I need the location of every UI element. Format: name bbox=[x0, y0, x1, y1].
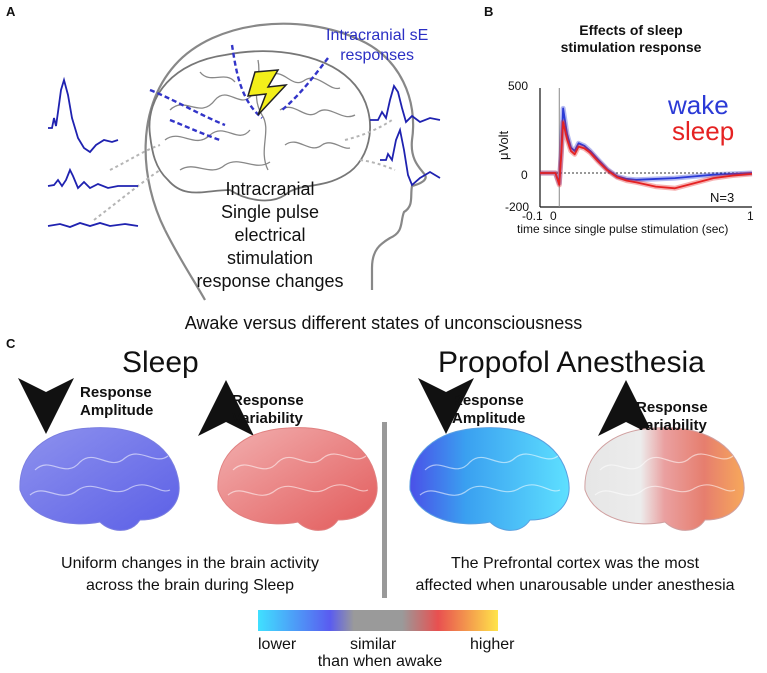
down-arrow-icon-propofol bbox=[418, 378, 474, 434]
panel-b-letter: B bbox=[484, 4, 494, 19]
chart-xlabel: time since single pulse stimulation (sec… bbox=[517, 222, 729, 236]
legend-wake: wake bbox=[668, 90, 729, 120]
y-tick-500: 500 bbox=[508, 79, 529, 93]
up-arrow-icon-sleep bbox=[198, 380, 254, 436]
neck-outline bbox=[164, 229, 206, 301]
x-tick-1: 1 bbox=[747, 209, 754, 223]
colorbar-higher-label: higher bbox=[470, 636, 515, 653]
sleep-var-label: Response Variability bbox=[232, 392, 304, 427]
sleep-caption: Uniform changes in the brain activity ac… bbox=[61, 555, 319, 594]
electrode-lines bbox=[149, 44, 329, 142]
trace-left-1 bbox=[48, 76, 119, 154]
legend-sleep: sleep bbox=[672, 116, 735, 146]
n-label: N=3 bbox=[710, 190, 735, 205]
chart-title: Effects of sleep stimulation response bbox=[560, 22, 702, 55]
brain-propofol-amplitude bbox=[409, 427, 570, 531]
states-heading: Awake versus different states of unconsc… bbox=[184, 313, 583, 333]
brain-sleep-variability bbox=[217, 427, 378, 531]
section-divider bbox=[382, 422, 387, 598]
propofol-title: Propofol Anesthesia bbox=[438, 346, 705, 379]
trace-right-2 bbox=[380, 126, 441, 187]
brain-propofol-variability bbox=[584, 427, 745, 531]
y-tick-0: 0 bbox=[521, 168, 528, 182]
y-tick-minus-200: -200 bbox=[505, 200, 530, 214]
panel-a-caption: Intracranial Single pulse electrical sti… bbox=[196, 179, 344, 291]
brain-outline bbox=[148, 50, 371, 202]
trace-left-2 bbox=[47, 167, 138, 190]
panel-c-letter: C bbox=[6, 336, 16, 351]
propofol-amp-label: Response Amplitude bbox=[452, 392, 526, 427]
x-tick-minus-0-1: -0.1 bbox=[522, 209, 543, 223]
colorbar-similar-label: similar bbox=[350, 636, 397, 653]
sleep-title: Sleep bbox=[122, 346, 199, 379]
sleep-amp-label: Response Amplitude bbox=[80, 384, 154, 419]
guide-lines bbox=[93, 119, 396, 221]
propofol-var-label: Response Variability bbox=[636, 399, 708, 434]
lightning-bolt-icon bbox=[246, 69, 288, 116]
colorbar bbox=[258, 610, 498, 631]
head-outline bbox=[144, 22, 427, 290]
trace-right-1 bbox=[370, 83, 441, 124]
series-line-sleep bbox=[540, 121, 753, 190]
down-arrow-icon-sleep bbox=[18, 378, 74, 434]
colorbar-lower-label: lower bbox=[258, 636, 297, 653]
brain-gyri-texture bbox=[29, 453, 736, 496]
panel-a-letter: A bbox=[6, 4, 16, 19]
brain-sleep-amplitude bbox=[19, 427, 180, 531]
x-tick-0: 0 bbox=[550, 209, 557, 223]
trace-left-3 bbox=[47, 222, 139, 228]
callout-label: Intracranial sE responses bbox=[326, 27, 429, 64]
propofol-caption: The Prefrontal cortex was the most affec… bbox=[415, 555, 735, 594]
eeg-traces bbox=[47, 76, 441, 228]
up-arrow-icon-propofol bbox=[598, 380, 654, 436]
colorbar-sub-label: than when awake bbox=[317, 653, 443, 670]
